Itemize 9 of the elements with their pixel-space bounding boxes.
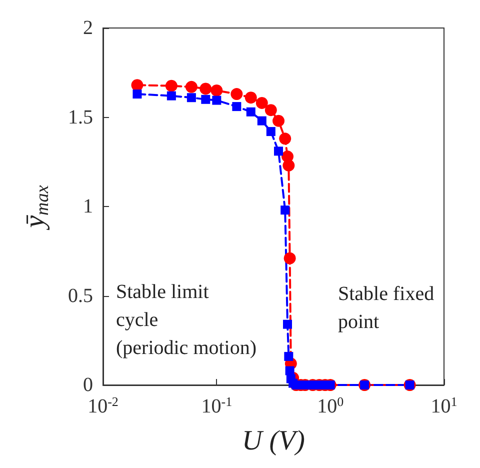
y-tick-label: 1.5: [68, 106, 93, 128]
x-axis-title: U (V): [242, 426, 305, 456]
annotation: Stable limit cycle (periodic motion): [116, 281, 257, 359]
y-axis-title: ȳmax: [20, 185, 52, 231]
y-tick-label: 1: [83, 196, 93, 218]
y-tick-label: 0: [83, 374, 93, 396]
y-tick-label: 0.5: [68, 284, 93, 307]
annotation: Stable fixed point: [338, 283, 434, 333]
y-tick-label: 2: [83, 17, 93, 39]
